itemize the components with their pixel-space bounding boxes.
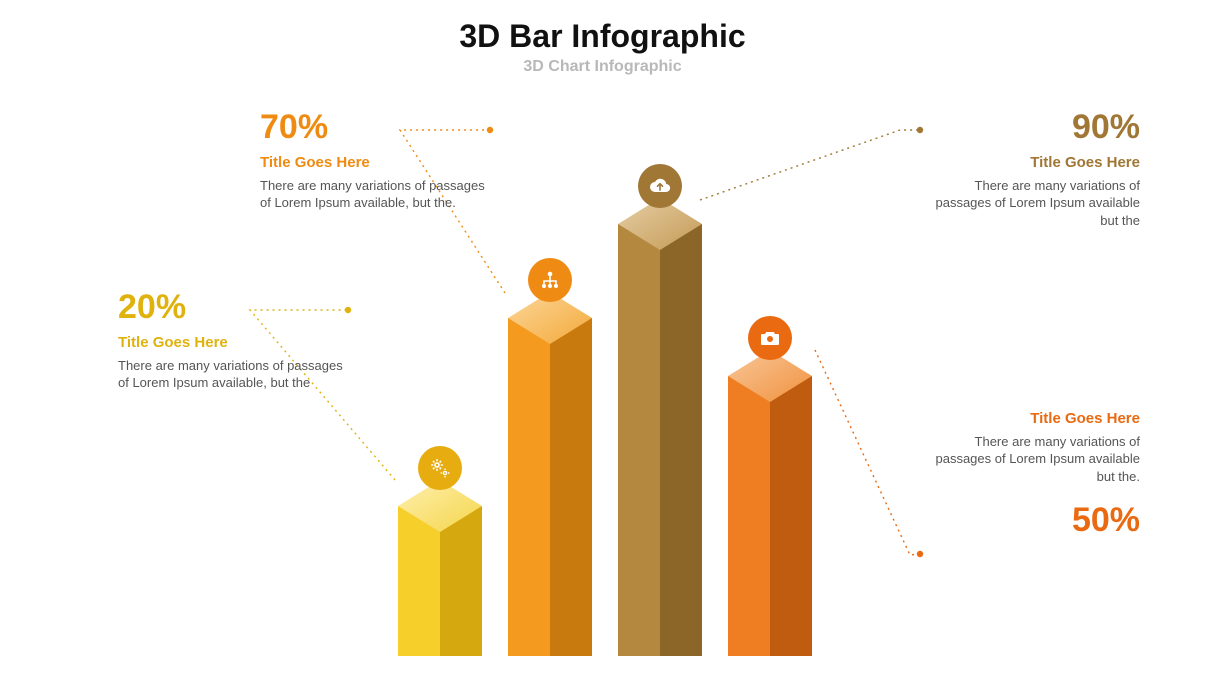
bar-4 xyxy=(728,0,812,656)
callout-4-title: Title Goes Here xyxy=(920,410,1140,429)
callout-3-title: Title Goes Here xyxy=(920,154,1140,173)
bar-1 xyxy=(398,0,482,656)
callout-1-pct: 20% xyxy=(118,290,348,324)
callout-2: 70% Title Goes Here There are many varia… xyxy=(260,110,490,212)
infographic-stage: 3D Bar Infographic 3D Chart Infographic … xyxy=(0,0,1205,678)
camera-icon xyxy=(748,316,792,360)
callout-3-pct: 90% xyxy=(920,110,1140,144)
callout-1-title: Title Goes Here xyxy=(118,334,348,353)
callout-2-pct: 70% xyxy=(260,110,490,144)
callout-4-pct: 50% xyxy=(920,503,1140,537)
page-subtitle: 3D Chart Infographic xyxy=(0,58,1205,76)
callout-1-body: There are many variations of passages of… xyxy=(118,357,348,392)
hierarchy-icon xyxy=(528,258,572,302)
bar-3 xyxy=(618,0,702,656)
page-title: 3D Bar Infographic xyxy=(0,18,1205,55)
cloud-upload-icon xyxy=(638,164,682,208)
callout-2-title: Title Goes Here xyxy=(260,154,490,173)
gears-icon xyxy=(418,446,462,490)
callout-4: Title Goes Here There are many variation… xyxy=(920,400,1140,537)
callout-1: 20% Title Goes Here There are many varia… xyxy=(118,290,348,392)
callout-2-body: There are many variations of passages of… xyxy=(260,177,490,212)
bar-2 xyxy=(508,0,592,656)
callout-3: 90% Title Goes Here There are many varia… xyxy=(920,110,1140,229)
callout-4-body: There are many variations of passages of… xyxy=(920,433,1140,486)
callout-3-body: There are many variations of passages of… xyxy=(920,177,1140,230)
